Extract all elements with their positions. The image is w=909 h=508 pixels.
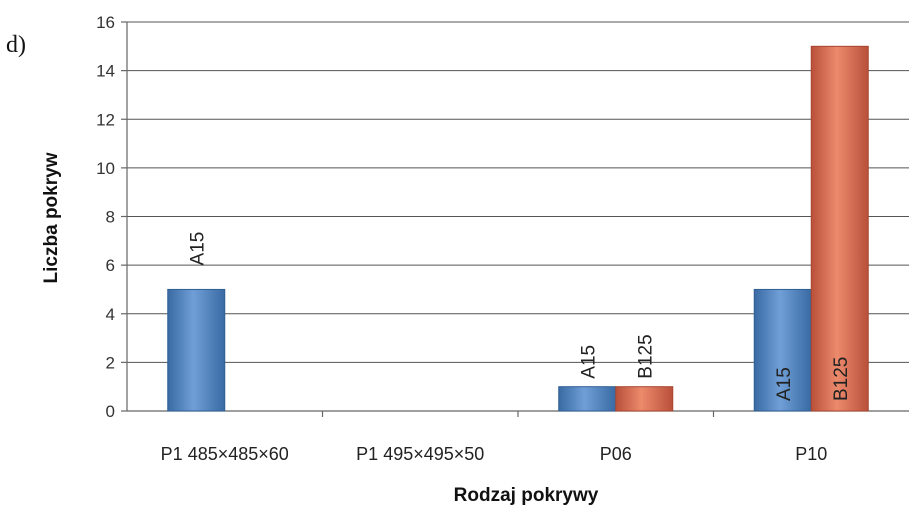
bar-data-label: B125: [635, 334, 656, 378]
y-tick-label: 10: [96, 159, 115, 178]
x-tick-label: P1 485×485×60: [161, 444, 289, 464]
y-axis-title: Liczba pokryw: [41, 152, 62, 283]
category-labels: P1 485×485×60 P1 495×495×50 P06 P10: [161, 444, 828, 464]
bar-data-label: A15: [187, 232, 208, 266]
bar: [615, 386, 674, 412]
x-tick-label: P1 495×495×50: [356, 444, 484, 464]
y-tick-labels: 0 2 4 6 8 10 12 14 16: [96, 13, 115, 421]
y-tick-label: 0: [106, 402, 115, 421]
panel-label: d): [6, 32, 26, 58]
y-tick-label: 8: [106, 208, 115, 227]
x-axis-title: Rodzaj pokrywy: [454, 485, 599, 506]
bar: [753, 288, 812, 412]
bars: A15 A15 B125 A15 B125: [167, 45, 869, 412]
bar: [810, 45, 869, 412]
y-tick-label: 4: [106, 305, 115, 324]
y-tick-label: 14: [96, 62, 115, 81]
x-tick-label: P10: [795, 444, 827, 464]
y-tick-label: 2: [106, 353, 115, 372]
y-tick-label: 16: [96, 13, 115, 32]
x-tick-label: P06: [600, 444, 632, 464]
bar-data-label: B125: [831, 357, 852, 401]
bar-data-label: A15: [578, 345, 599, 379]
bar-data-label: A15: [774, 367, 795, 401]
bar: [167, 288, 226, 412]
y-tick-label: 12: [96, 110, 115, 129]
bar: [558, 386, 617, 412]
y-tick-label: 6: [106, 256, 115, 275]
